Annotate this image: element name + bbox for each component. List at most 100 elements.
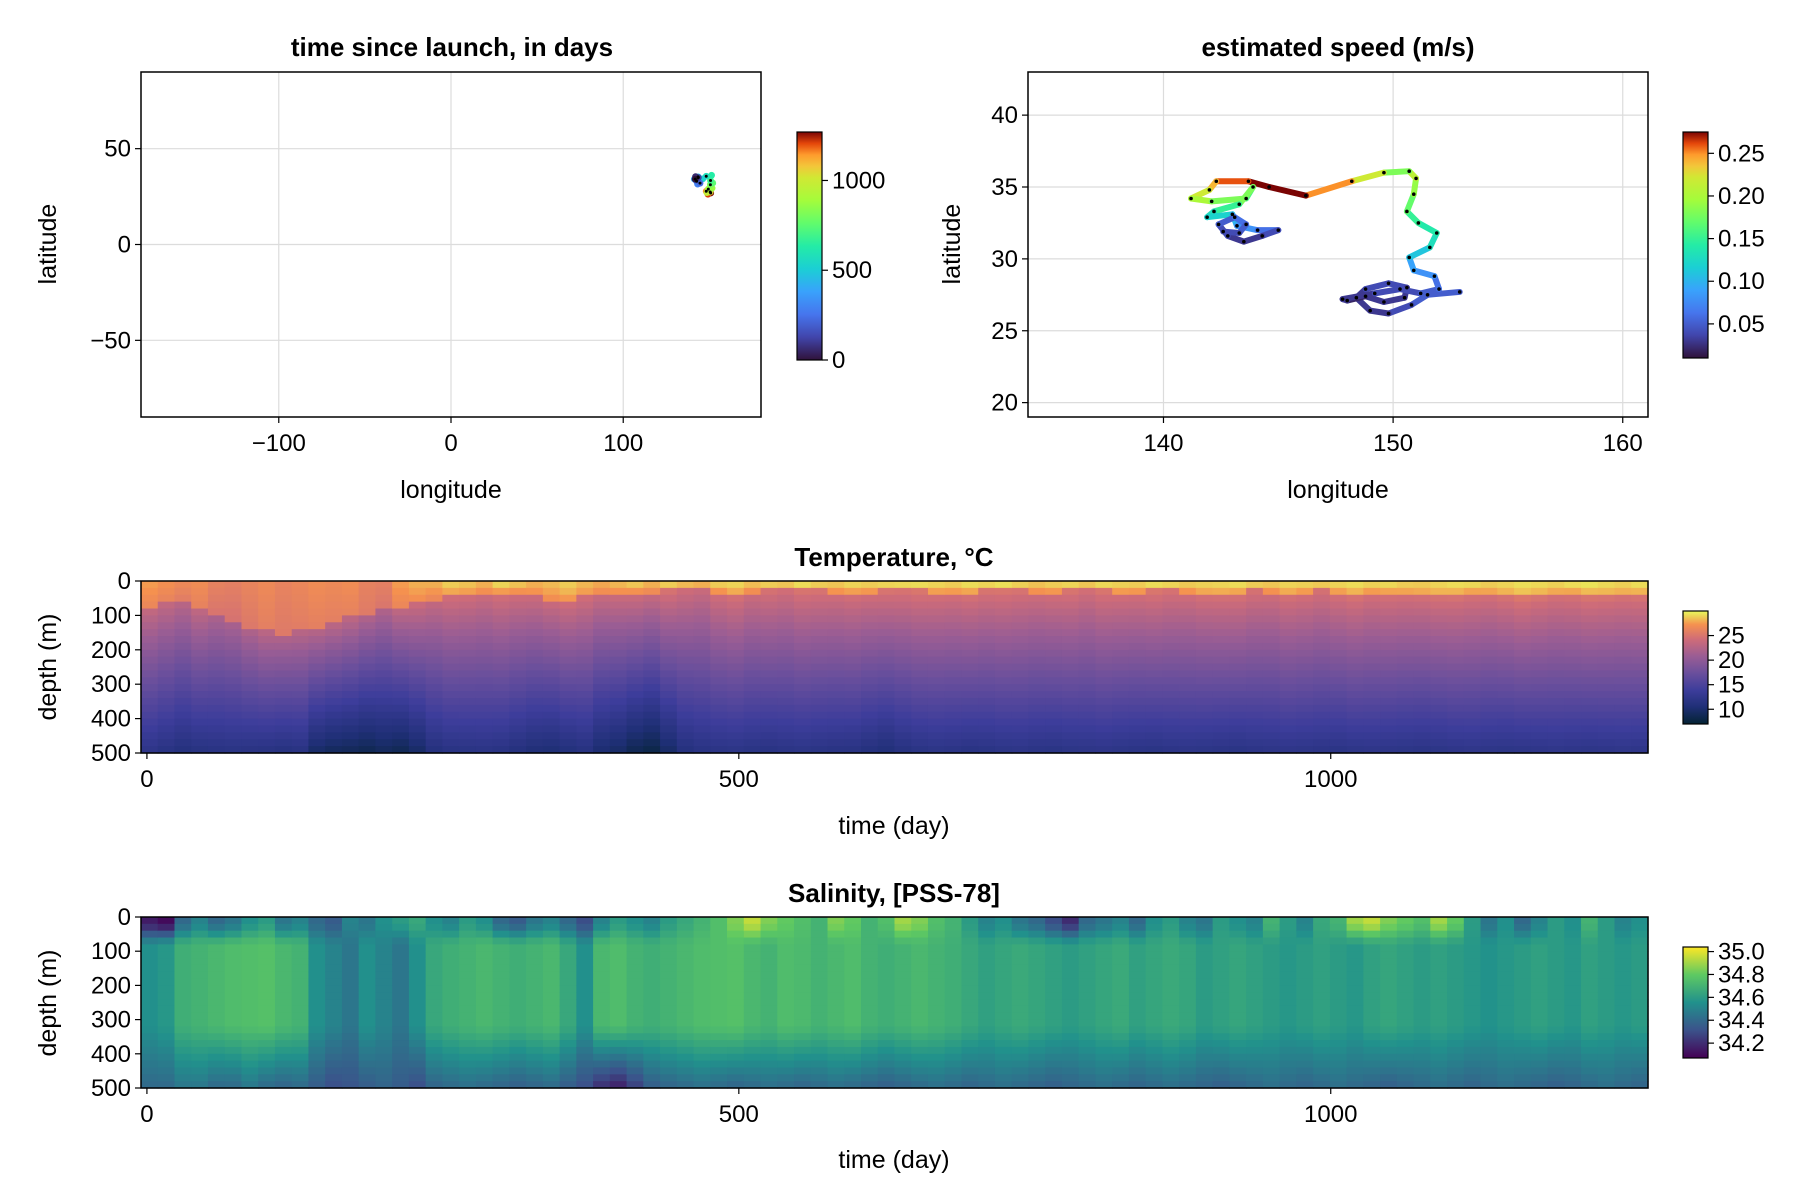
heatmap-cell [693,937,711,945]
x-tick-label: −100 [252,430,306,457]
heatmap-cell [442,739,460,747]
heatmap-cell [408,649,427,658]
heatmap-cell [274,958,293,966]
heatmap-cell [727,642,745,651]
track-segment [1240,232,1266,245]
heatmap-cell [1597,608,1616,616]
heatmap-cell [1597,1040,1616,1048]
heatmap-cell [1447,978,1465,986]
heatmap-cell [191,930,209,939]
heatmap-cell [1229,1067,1247,1075]
heatmap-cell [1061,711,1080,720]
heatmap-cell [542,1033,561,1041]
heatmap-cell [157,985,176,993]
heatmap-cell [358,656,377,665]
heatmap-cell [1530,992,1549,1000]
heatmap-cell [241,697,259,706]
heatmap-cell [1430,1074,1448,1082]
heatmap-cell [542,677,561,685]
heatmap-cell [425,684,443,692]
heatmap-cell [660,704,678,713]
heatmap-cell [1279,670,1297,678]
heatmap-cell [1296,601,1314,610]
heatmap-cell [308,739,326,747]
heatmap-cell [1279,677,1297,685]
heatmap-cell [1229,937,1247,945]
heatmap-cell [1564,930,1582,939]
heatmap-cell [442,1060,460,1069]
heatmap-cell [358,697,377,706]
heatmap-cell [291,642,310,651]
heatmap-cell [224,985,243,993]
heatmap-cell [191,1026,209,1034]
heatmap-cell [1128,684,1147,692]
heatmap-cell [207,1040,226,1048]
heatmap-cell [325,958,343,966]
heatmap-cell [1028,704,1046,713]
heatmap-cell [1380,746,1398,754]
heatmap-cell [1497,1046,1515,1055]
heatmap-cell [576,636,594,644]
heatmap-cell [1396,697,1415,706]
heatmap-cell [1296,732,1314,740]
heatmap-cell [693,1033,711,1041]
heatmap-cell [442,581,460,589]
heatmap-cell [191,622,209,630]
heatmap-cell [1061,951,1080,959]
heatmap-cell [325,711,343,720]
heatmap-cell [1514,649,1532,658]
heatmap-cell [777,670,795,678]
heatmap-cell [475,718,494,727]
heatmap-cell [944,732,963,740]
heatmap-cell [844,1067,862,1075]
heatmap-cell [1128,1005,1147,1014]
heatmap-cell [341,1046,360,1055]
profile-marker [1244,222,1248,227]
heatmap-cell [861,587,879,596]
heatmap-cell [760,1067,778,1075]
heatmap-cell [944,629,963,637]
heatmap-cell [1078,1060,1097,1069]
heatmap-cell [1413,958,1431,966]
heatmap-cell [794,999,812,1007]
heatmap-cell [626,1012,644,1021]
heatmap-cell [777,636,795,644]
heatmap-cell [609,930,628,939]
heatmap-cell [1095,1019,1113,1028]
heatmap-cell [157,594,176,603]
heatmap-cell [542,944,561,952]
heatmap-cell [593,732,611,740]
heatmap-cell [710,697,728,706]
heatmap-cell [1112,691,1130,699]
heatmap-cell [827,691,845,699]
heatmap-cell [1212,704,1230,713]
heatmap-cell [459,732,477,740]
heatmap-cell [425,739,443,747]
heatmap-cell [1028,718,1046,727]
heatmap-cell [425,587,443,596]
profile-marker [1425,293,1430,297]
heatmap-cell [1480,649,1498,658]
heatmap-cell [1346,615,1364,623]
heatmap-cell [743,1046,762,1055]
x-tick-label: 160 [1603,430,1643,457]
heatmap-cell [1246,1033,1264,1041]
heatmap-cell [1631,1081,1649,1089]
heatmap-cell [877,649,896,658]
heatmap-cell [475,1012,494,1021]
heatmap-cell [141,677,159,685]
heatmap-cell [1480,1012,1498,1021]
heatmap-cell [1112,1005,1130,1014]
heatmap-cell [358,923,377,932]
heatmap-cell [1363,718,1381,727]
heatmap-cell [325,1081,343,1089]
heatmap-cell [978,739,996,747]
heatmap-cell [509,642,527,651]
heatmap-cell [1011,971,1030,980]
colorbar-tick-label: 34.6 [1718,984,1765,1011]
heatmap-cell [325,704,343,713]
heatmap-cell [810,677,829,685]
heatmap-cell [1530,622,1549,630]
heatmap-cell [191,739,209,747]
heatmap-cell [157,739,176,747]
